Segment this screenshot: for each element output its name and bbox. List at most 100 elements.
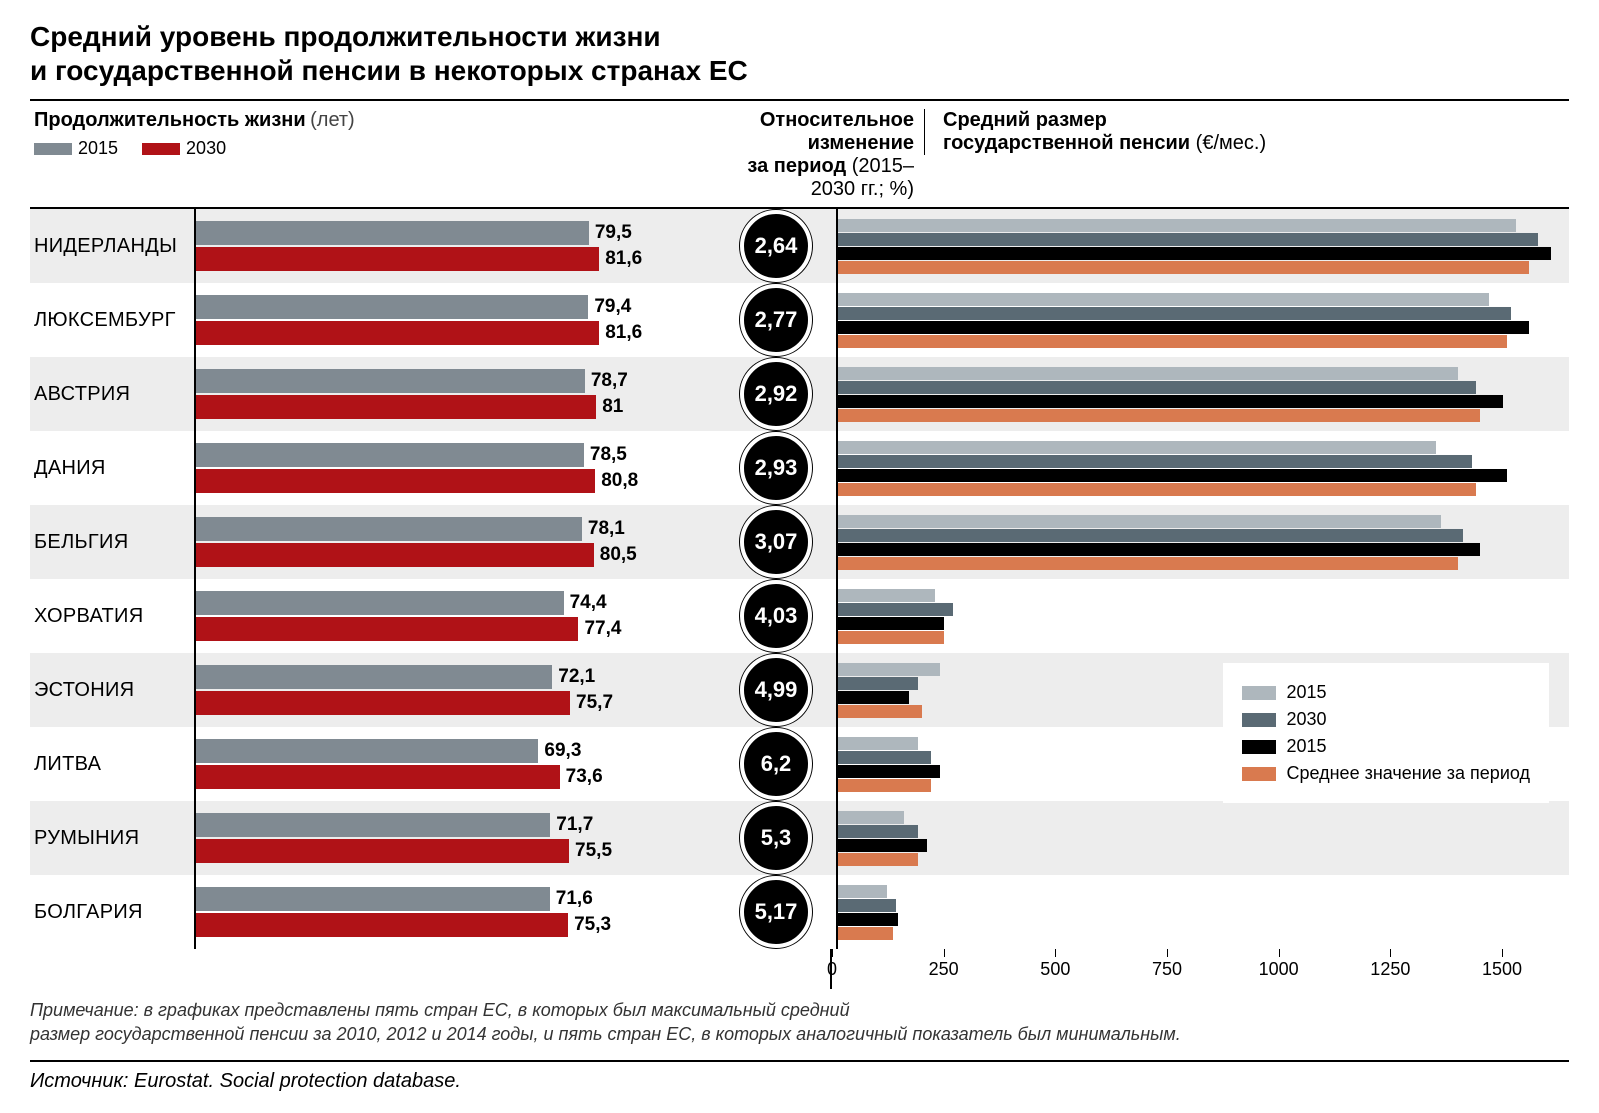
pension-bar-p2030 [838,233,1538,246]
pension-bar-pavg [838,853,918,866]
life-bar-value: 71,6 [556,888,593,910]
life-bar-2030 [196,543,594,567]
bottom-rule: Источник: Eurostat. Social protection da… [30,1060,1569,1093]
change-col: 2,77 [716,283,836,357]
life-bar-row: 75,3 [196,913,716,937]
pension-bar-p2015b [838,839,927,852]
change-col: 4,99 [716,653,836,727]
axis-tick-label: 1250 [1370,959,1410,980]
life-bar-row: 79,4 [196,295,716,319]
life-legend-item: 2030 [142,138,226,159]
life-bar-value: 75,7 [576,692,613,714]
pension-bar-p2015b [838,543,1480,556]
pension-bars [836,283,1569,357]
life-bar-row: 73,6 [196,765,716,789]
life-bar-row: 77,4 [196,617,716,641]
axis-tick [1279,949,1280,957]
axis-tick-label: 1000 [1259,959,1299,980]
change-badge: 3,07 [740,506,812,578]
life-bar-2030 [196,913,568,937]
country-row: РУМЫНИЯ71,775,55,3 [30,801,1569,875]
life-bar-row: 71,6 [196,887,716,911]
change-col: 5,3 [716,801,836,875]
chart-rows: НИДЕРЛАНДЫ79,581,62,64ЛЮКСЕМБУРГ79,481,6… [30,209,1569,949]
pension-bar-pavg [838,927,893,940]
pension-bar-p2015b [838,321,1529,334]
pension-bar-p2015b [838,395,1503,408]
axis-tick [1502,949,1503,957]
pension-bar-p2015 [838,441,1436,454]
change-badge: 2,77 [740,284,812,356]
life-bars: 79,481,6 [194,283,716,357]
pension-legend-item: 2015 [1242,736,1530,757]
pension-bars [836,209,1569,283]
life-bar-row: 72,1 [196,665,716,689]
axis-tick-label: 500 [1040,959,1070,980]
life-bar-2015 [196,739,538,763]
life-bar-value: 74,4 [570,592,607,614]
life-bars: 69,373,6 [194,727,716,801]
life-bar-2030 [196,839,569,863]
life-bar-2030 [196,395,596,419]
header-pension-unit: (€/мес.) [1196,132,1266,154]
pension-bar-pavg [838,557,1458,570]
pension-bar-p2015 [838,811,904,824]
country-row: БОЛГАРИЯ71,675,35,17 [30,875,1569,949]
life-bars: 78,5 80,8 [194,431,716,505]
pension-legend-item: 2015 [1242,682,1530,703]
change-col: 5,17 [716,875,836,949]
pension-bar-p2015 [838,515,1441,528]
pension-bar-p2015b [838,691,909,704]
legend-label: 2030 [1286,709,1326,730]
footnote: Примечание: в графиках представлены пять… [30,999,1569,1046]
pension-bar-p2015b [838,765,940,778]
life-bar-row: 75,7 [196,691,716,715]
axis-tick-label: 0 [827,959,837,980]
top-rule [30,99,1569,101]
country-row: ДАНИЯ78,580,82,93 [30,431,1569,505]
change-badge: 2,92 [740,358,812,430]
axis-tick [832,949,833,957]
life-bar-value: 77,4 [584,618,621,640]
country-row: НИДЕРЛАНДЫ79,581,62,64 [30,209,1569,283]
life-bar-2015 [196,295,588,319]
legend-label: 2015 [1286,736,1326,757]
pension-bar-p2030 [838,529,1463,542]
life-bar-2015 [196,443,584,467]
change-badge: 4,99 [740,654,812,726]
life-bars: 72,1 75,7 [194,653,716,727]
pension-bar-p2015 [838,219,1516,232]
legend-label: 2015 [78,138,118,158]
header-life: Продолжительность жизни (лет) 20152030 [30,109,714,159]
life-bar-value: 81 [602,396,623,418]
pension-bars [836,875,1569,949]
pension-bar-p2015 [838,589,935,602]
country-row: ЛЮКСЕМБУРГ79,481,62,77 [30,283,1569,357]
life-bar-2015 [196,887,550,911]
axis-tick [1167,949,1168,957]
life-bar-row: 69,3 [196,739,716,763]
pension-bar-p2030 [838,751,931,764]
legend-label: 2015 [1286,682,1326,703]
life-bar-value: 80,8 [601,470,638,492]
title-line-1: Средний уровень продолжительности жизни [30,21,661,52]
life-bar-2015 [196,221,589,245]
change-col: 2,64 [716,209,836,283]
header-change-l2a: за период [747,155,846,177]
pension-bar-p2015b [838,469,1507,482]
pension-bars [836,579,1569,653]
life-bar-value: 78,7 [591,370,628,392]
change-badge: 6,2 [740,728,812,800]
pension-bar-p2030 [838,381,1476,394]
life-bar-row: 78,5 [196,443,716,467]
life-bar-row: 78,1 [196,517,716,541]
header-change-l1: Относительное изменение [760,109,914,154]
life-bars: 78,7 81 [194,357,716,431]
header-pension-l2: государственной пенсии [943,132,1190,154]
change-badge: 2,93 [740,432,812,504]
life-bar-value: 81,6 [605,248,642,270]
legend-swatch [142,143,180,155]
title-line-2: и государственной пенсии в некоторых стр… [30,55,748,86]
legend-swatch [1242,713,1276,727]
pension-bars [836,357,1569,431]
